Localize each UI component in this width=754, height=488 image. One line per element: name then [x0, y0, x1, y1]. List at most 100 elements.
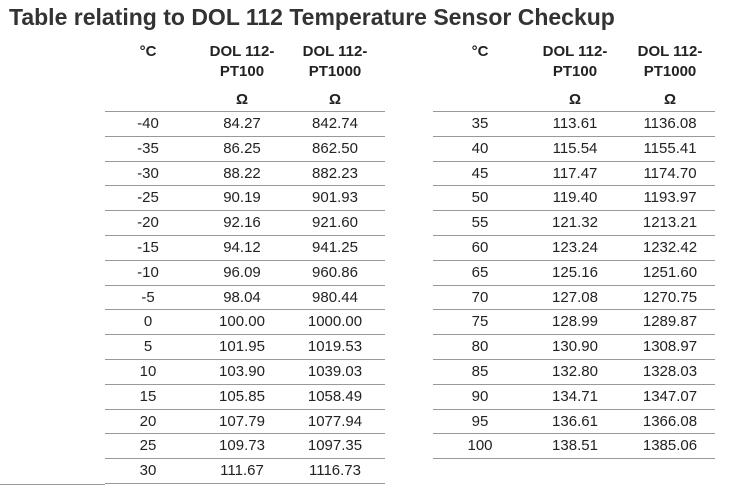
table-cell: 1174.70 — [643, 164, 697, 182]
table-cell: 25 — [139, 437, 157, 455]
table-cell: 842.74 — [312, 115, 358, 132]
table-cell: 1116.73 — [309, 462, 361, 480]
table-row: -10 96.09 960.86 — [105, 261, 385, 286]
table-row: 50 119.40 1193.97 — [433, 186, 715, 212]
table-row: -20 92.16 921.60 — [105, 211, 385, 236]
table-row: 65 125.16 1251.60 — [433, 261, 715, 286]
table-cell: -40 — [137, 115, 159, 132]
table-cell: -15 — [137, 239, 159, 256]
table-cell: 105.85 — [219, 387, 265, 405]
unit: Ω — [235, 91, 249, 108]
table-cell: 65 — [471, 263, 489, 281]
table-cell: 123.24 — [552, 239, 598, 256]
table-cell: 60 — [471, 239, 489, 256]
table-cell: 40 — [471, 139, 489, 157]
table-row: 55 121.32 1213.21 — [433, 211, 715, 236]
table-cell: 136.61 — [552, 412, 598, 430]
rule — [0, 484, 105, 485]
table-cell: 45 — [471, 164, 489, 182]
table-cell: 128.99 — [552, 313, 598, 331]
table-cell: 100.00 — [219, 313, 265, 331]
table-cell: 70 — [471, 288, 489, 306]
table-row: 15 105.85 1058.49 — [105, 385, 385, 410]
column-header: °C — [139, 43, 157, 60]
table-cell: 10 — [139, 363, 157, 380]
table-cell: -20 — [137, 214, 159, 232]
table: °C DOL 112- PT100 Ω DOL 112- PT1000 Ω -40 84.27 8… — [105, 0, 385, 488]
table-cell: 84.27 — [223, 115, 261, 132]
table-cell: 111.67 — [220, 462, 264, 480]
table-cell: 109.73 — [219, 437, 265, 455]
table-cell: 92.16 — [223, 214, 261, 232]
table-row: 25 109.73 1097.35 — [105, 434, 385, 460]
table-cell: 1347.07 — [642, 387, 698, 405]
column-header: PT1000 — [643, 63, 697, 80]
table-cell: 132.80 — [552, 363, 598, 380]
table-row: 80 130.90 1308.97 — [433, 335, 715, 360]
table-cell: 80 — [471, 338, 489, 356]
table-cell: 921.60 — [312, 214, 358, 232]
table-row: -35 86.25 862.50 — [105, 137, 385, 162]
rule — [105, 111, 385, 112]
table-cell: -35 — [137, 139, 159, 157]
table-cell: 113.61 — [552, 115, 598, 132]
table: °C DOL 112- PT100 Ω DOL 112- PT1000 Ω 35 113.61 1… — [433, 0, 715, 488]
column-header: PT1000 — [308, 63, 362, 80]
table-row: -25 90.19 901.93 — [105, 186, 385, 212]
table-row: 95 136.61 1366.08 — [433, 410, 715, 435]
table-row: 60 123.24 1232.42 — [433, 236, 715, 261]
table-cell: 85 — [471, 363, 489, 380]
table-cell: 1058.49 — [307, 387, 363, 405]
table-cell: 121.32 — [552, 214, 598, 232]
table-cell: 1019.53 — [307, 338, 363, 356]
table-cell: 55 — [471, 214, 489, 232]
title: Table relating to DOL 112 Temperature Se… — [9, 4, 615, 30]
table-cell: 1213.21 — [642, 214, 698, 232]
table-cell: 94.12 — [223, 239, 261, 256]
table-cell: 103.90 — [219, 363, 265, 380]
table-cell: 15 — [139, 387, 157, 405]
table-cell: 1328.03 — [642, 363, 698, 380]
table-cell: 1270.75 — [642, 288, 698, 306]
table-row: 75 128.99 1289.87 — [433, 310, 715, 336]
table-cell: 1289.87 — [642, 313, 698, 331]
table-cell: 107.79 — [219, 412, 265, 430]
table-cell: 96.09 — [223, 263, 261, 281]
table-row: -15 94.12 941.25 — [105, 236, 385, 261]
table-row: 10 103.90 1039.03 — [105, 360, 385, 385]
table-cell: -5 — [141, 288, 155, 306]
table-cell: 98.04 — [223, 288, 261, 306]
table-cell: 882.23 — [312, 164, 358, 182]
table-row: -40 84.27 842.74 — [105, 112, 385, 137]
table-row: 70 127.08 1270.75 — [433, 286, 715, 311]
table-cell: 1193.97 — [643, 189, 697, 207]
table-cell: 5 — [143, 338, 153, 356]
table-cell: 75 — [471, 313, 489, 331]
table-cell: 1232.42 — [642, 239, 698, 256]
table-cell: 1097.35 — [307, 437, 363, 455]
table-cell: 119.40 — [552, 189, 598, 207]
table-cell: 1308.97 — [642, 338, 698, 356]
table-cell: 1000.00 — [307, 313, 363, 331]
table-cell: 86.25 — [223, 139, 261, 157]
table-cell: 20 — [139, 412, 157, 430]
table-cell: 960.86 — [312, 263, 358, 281]
rule — [433, 111, 715, 112]
table-cell: 90.19 — [223, 189, 261, 207]
table-row: 100 138.51 1385.06 — [433, 434, 715, 460]
table-cell: 1251.60 — [642, 263, 698, 281]
table-cell: -10 — [137, 263, 159, 281]
table-row: 45 117.47 1174.70 — [433, 162, 715, 187]
table-row: 40 115.54 1155.41 — [433, 137, 715, 162]
column-header: DOL 112- — [637, 43, 703, 60]
table-cell: 117.47 — [552, 164, 598, 182]
table-row: -30 88.22 882.23 — [105, 162, 385, 187]
table-cell: -30 — [137, 164, 159, 182]
table-cell: 1385.06 — [642, 437, 698, 455]
table-row: -5 98.04 980.44 — [105, 286, 385, 311]
table-cell: 862.50 — [312, 139, 358, 157]
table-cell: 941.25 — [312, 239, 358, 256]
column-header: DOL 112- — [542, 43, 608, 60]
table-cell: 127.08 — [552, 288, 598, 306]
table-cell: 134.71 — [552, 387, 598, 405]
